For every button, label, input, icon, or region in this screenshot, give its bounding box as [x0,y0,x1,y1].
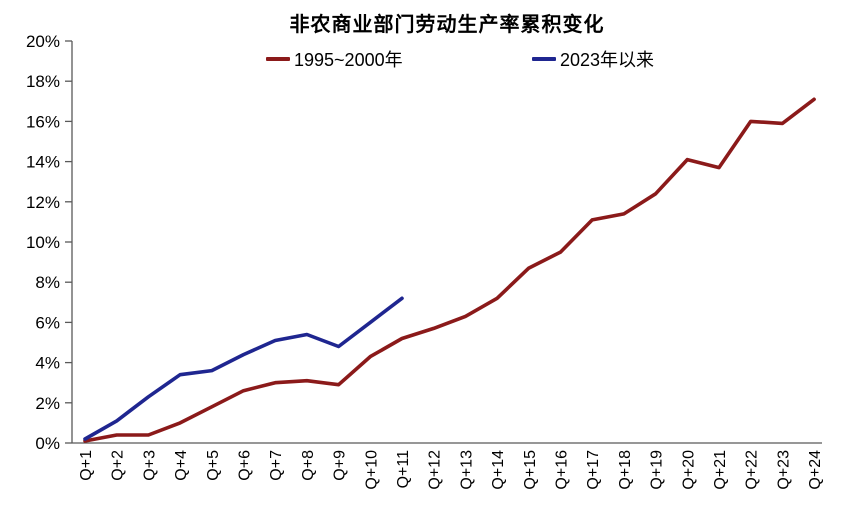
y-axis-label: 12% [26,193,60,212]
chart-title: 非农商业部门劳动生产率累积变化 [289,14,605,36]
y-axis-label: 18% [26,72,60,91]
x-axis-label: Q+16 [554,450,571,490]
y-axis-label: 0% [35,434,60,453]
x-axis-label: Q+7 [268,450,285,481]
y-axis-label: 16% [26,112,60,131]
x-axis-label: Q+23 [775,450,792,490]
x-axis-label: Q+20 [680,450,697,490]
x-axis-label: Q+3 [141,450,158,481]
y-axis-label: 20% [26,32,60,51]
legend-label-2023: 2023年以来 [560,50,655,70]
y-axis-label: 10% [26,233,60,252]
y-axis-label: 2% [35,394,60,413]
x-axis-label: Q+10 [363,450,380,490]
y-axis-label: 8% [35,273,60,292]
x-axis-label: Q+6 [237,450,254,481]
x-axis-label: Q+4 [173,450,190,481]
legend-swatch-2023 [532,57,556,61]
y-axis-label: 14% [26,153,60,172]
x-axis-label: Q+19 [649,450,666,490]
legend-item-1995-2000: 1995~2000年 [266,49,403,70]
x-axis-label: Q+18 [617,450,634,490]
legend-item-2023: 2023年以来 [532,49,655,70]
x-axis-label: Q+24 [807,450,824,490]
y-axis-label: 4% [35,354,60,373]
legend-swatch-1995-2000 [266,57,290,61]
x-axis-label: Q+9 [332,450,349,481]
legend-label-1995-2000: 1995~2000年 [294,50,403,70]
x-axis-label: Q+2 [110,450,127,481]
x-axis-label: Q+11 [395,450,412,489]
x-axis-label: Q+12 [427,450,444,490]
x-axis-label: Q+5 [205,450,222,481]
x-axis-label: Q+14 [490,450,507,490]
x-axis-label: Q+17 [585,450,602,490]
x-axis-label: Q+15 [522,450,539,490]
x-axis-label: Q+1 [78,450,95,481]
series-line-0 [83,97,816,443]
x-axis-label: Q+21 [712,450,729,490]
x-axis-label: Q+22 [744,450,761,490]
x-axis-label: Q+8 [300,450,317,481]
series-line-1 [83,296,404,441]
x-axis-label: Q+13 [458,450,475,490]
y-axis-label: 6% [35,313,60,332]
